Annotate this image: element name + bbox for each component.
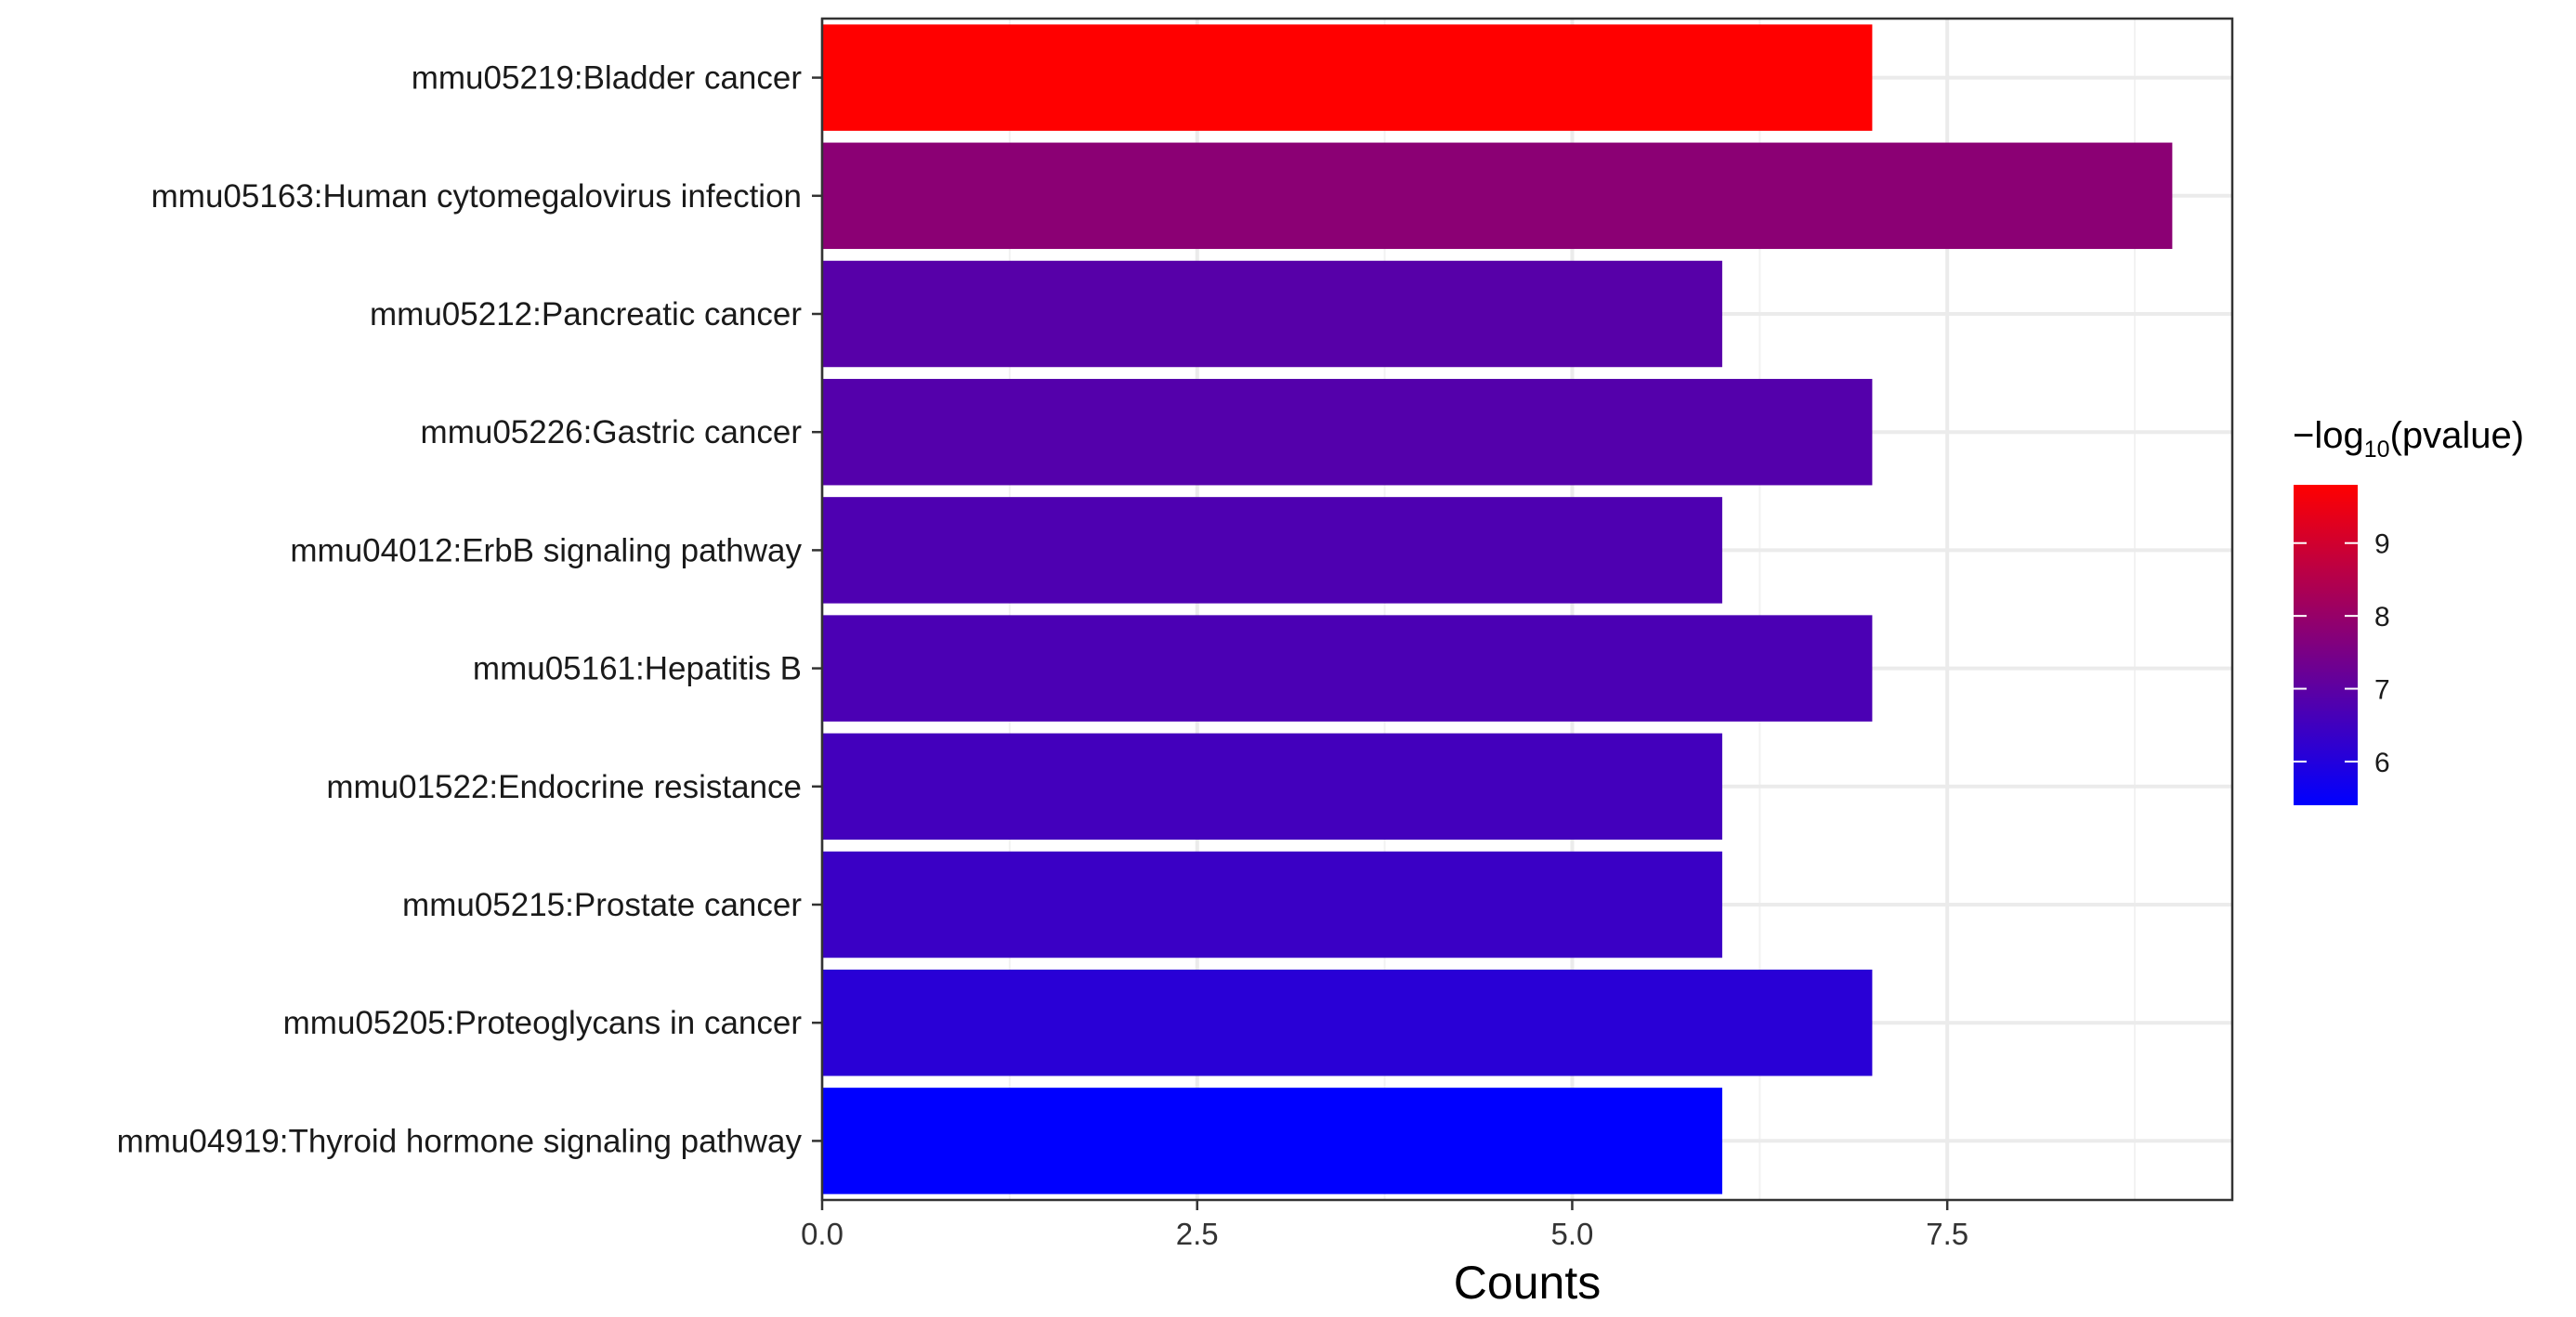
x-axis-title: Counts <box>1454 1257 1601 1309</box>
bar <box>822 260 1722 368</box>
legend-colorbar <box>2294 485 2358 805</box>
x-tick-label: 2.5 <box>1176 1217 1219 1251</box>
legend-title-prefix: −log <box>2293 415 2364 456</box>
legend-tick-label: 8 <box>2374 602 2390 632</box>
bar <box>822 378 1873 486</box>
y-tick-label: mmu05219:Bladder cancer <box>412 60 803 97</box>
x-tick-label: 0.0 <box>801 1217 843 1251</box>
bar <box>822 615 1873 722</box>
plot-border <box>820 17 2234 1202</box>
x-tick-label: 5.0 <box>1551 1217 1594 1251</box>
y-axis: mmu05219:Bladder cancer mmu05163:Human cy… <box>117 60 822 1159</box>
bar <box>822 851 1722 958</box>
legend-tick-label: 6 <box>2374 748 2390 778</box>
y-tick-label: mmu05226:Gastric cancer <box>421 414 803 450</box>
bar <box>822 1088 1722 1194</box>
y-tick-label: mmu01522:Endocrine resistance <box>326 769 802 805</box>
y-tick-label: mmu05161:Hepatitis B <box>473 651 802 687</box>
bar <box>822 24 1873 131</box>
y-tick-label: mmu05163:Human cytomegalovirus infection <box>151 178 802 215</box>
bar <box>822 969 1873 1076</box>
bar <box>822 733 1722 841</box>
bar <box>822 142 2173 250</box>
legend-title-subscript: 10 <box>2364 437 2390 463</box>
y-tick-label: mmu05205:Proteoglycans in cancer <box>283 1005 803 1041</box>
bar-layer <box>822 24 2173 1194</box>
y-tick-label: mmu05215:Prostate cancer <box>402 887 802 923</box>
x-axis: 0.0 2.5 5.0 7.5 <box>801 1200 1968 1251</box>
legend-title: −log10(pvalue) <box>2293 415 2524 463</box>
legend-tick-label: 7 <box>2374 675 2390 706</box>
legend-ticks: 6 7 8 9 <box>2294 529 2390 778</box>
legend-tick-label: 9 <box>2374 529 2390 560</box>
y-tick-label: mmu05212:Pancreatic cancer <box>370 296 802 333</box>
y-tick-label: mmu04919:Thyroid hormone signaling pathw… <box>117 1123 803 1159</box>
legend-title-suffix: (pvalue) <box>2390 415 2525 456</box>
bar <box>822 497 1722 604</box>
x-tick-label: 7.5 <box>1926 1217 1968 1251</box>
color-legend: −log10(pvalue) 6 7 8 9 <box>2293 415 2524 805</box>
y-tick-label: mmu04012:ErbB signaling pathway <box>290 532 802 568</box>
